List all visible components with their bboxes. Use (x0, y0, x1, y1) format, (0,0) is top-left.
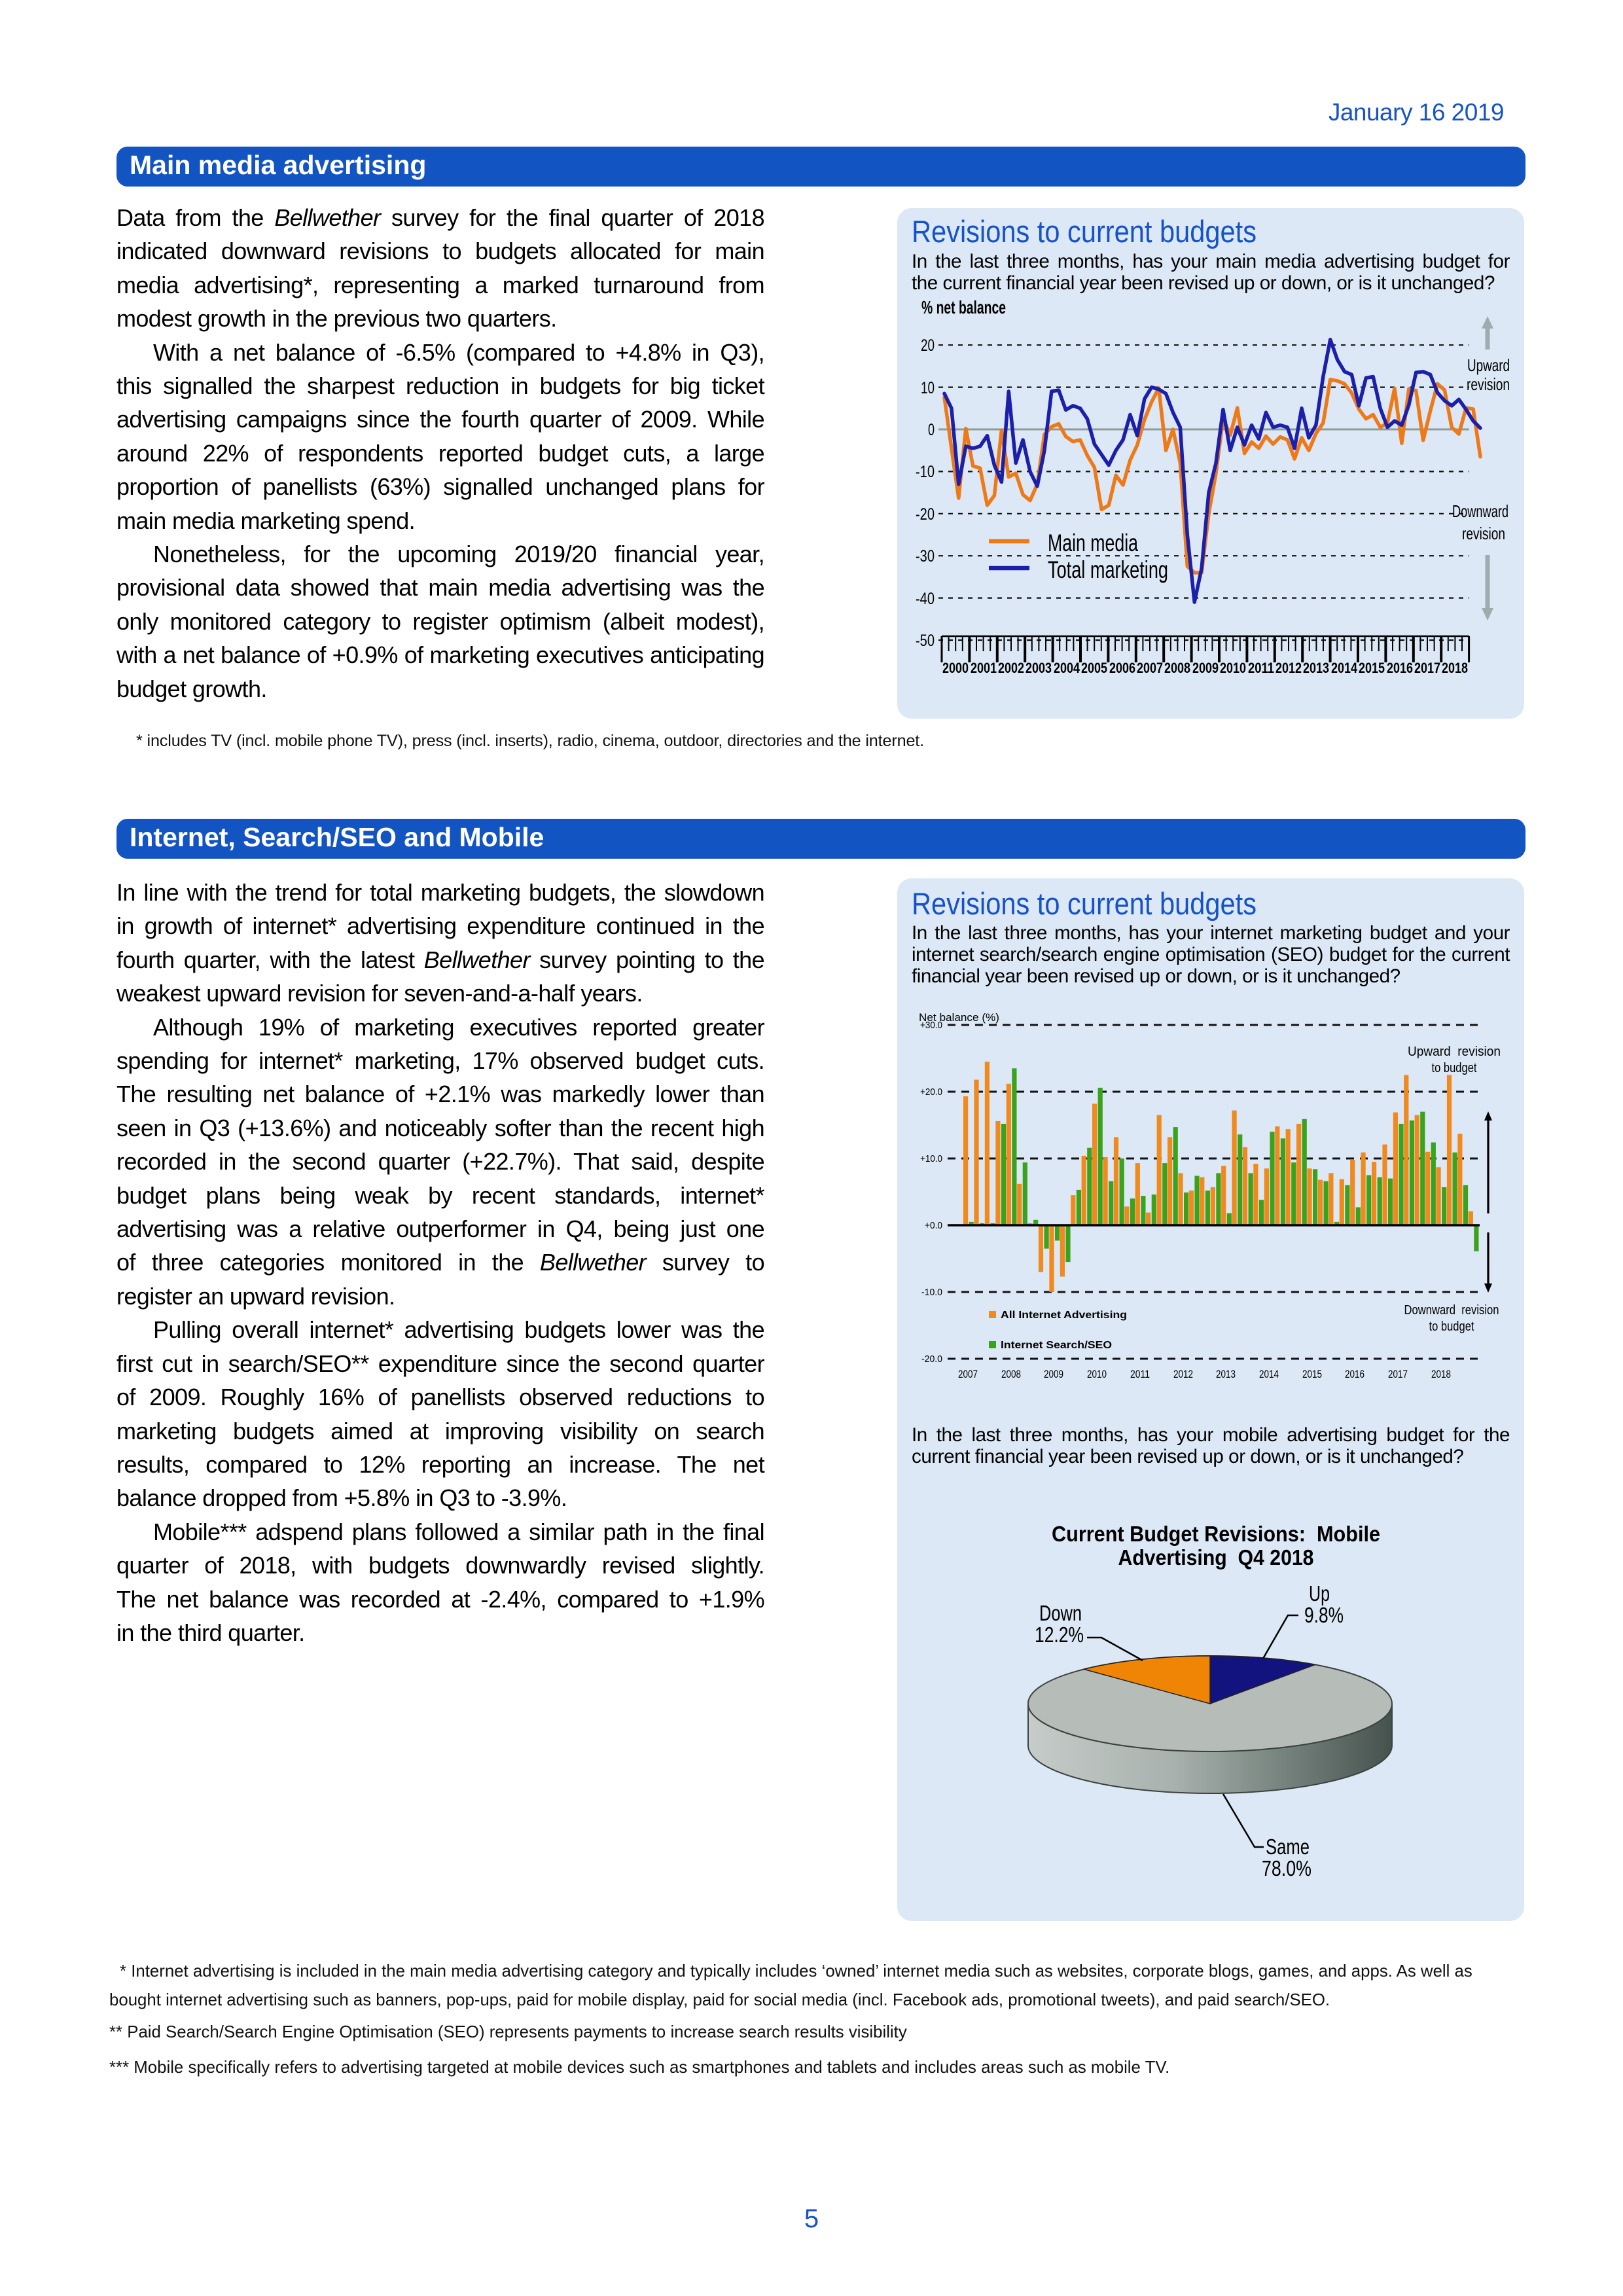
svg-text:2003: 2003 (1026, 660, 1052, 676)
svg-text:2006: 2006 (1109, 660, 1135, 676)
svg-text:10: 10 (921, 379, 935, 397)
svg-text:2008: 2008 (1164, 660, 1190, 676)
svg-text:2010: 2010 (1087, 1368, 1107, 1380)
svg-text:2017: 2017 (1414, 660, 1440, 676)
svg-text:Upward revision: Upward revision (1408, 1045, 1501, 1059)
svg-text:2008: 2008 (1001, 1368, 1021, 1380)
svg-text:2007: 2007 (1137, 660, 1163, 676)
svg-text:2015: 2015 (1302, 1368, 1322, 1380)
svg-text:2013: 2013 (1216, 1368, 1236, 1380)
svg-text:Net balance (%): Net balance (%) (919, 1011, 999, 1024)
svg-text:Up: Up (1309, 1581, 1330, 1605)
svg-text:2018: 2018 (1431, 1368, 1451, 1380)
svg-text:2009: 2009 (1192, 660, 1219, 676)
svg-text:Same: Same (1266, 1835, 1310, 1859)
svg-text:2004: 2004 (1054, 660, 1080, 676)
svg-text:Internet Search/SEO: Internet Search/SEO (1001, 1340, 1112, 1351)
svg-text:2014: 2014 (1259, 1368, 1279, 1380)
svg-text:Down: Down (1039, 1601, 1082, 1625)
svg-text:Advertising Q4 2018: Advertising Q4 2018 (1118, 1545, 1314, 1570)
svg-text:2013: 2013 (1303, 660, 1329, 676)
svg-text:2011: 2011 (1248, 660, 1274, 676)
svg-text:2001: 2001 (971, 660, 997, 676)
svg-text:2009: 2009 (1044, 1368, 1063, 1380)
svg-text:Current Budget Revisions: Mob: Current Budget Revisions: Mobile (1052, 1522, 1380, 1546)
svg-text:+10.0: +10.0 (920, 1153, 942, 1164)
svg-text:12.2%: 12.2% (1035, 1623, 1084, 1647)
svg-text:0: 0 (928, 421, 935, 439)
svg-text:-20: -20 (916, 505, 935, 524)
svg-text:to budget: to budget (1432, 1061, 1477, 1075)
svg-text:Downward: Downward (1452, 501, 1508, 521)
svg-text:revision: revision (1462, 524, 1505, 543)
svg-text:revision: revision (1467, 374, 1510, 394)
svg-text:2011: 2011 (1130, 1368, 1150, 1380)
svg-text:2002: 2002 (998, 660, 1024, 676)
svg-text:+0.0: +0.0 (925, 1220, 942, 1231)
svg-text:2014: 2014 (1331, 660, 1358, 676)
svg-text:2016: 2016 (1387, 660, 1413, 676)
svg-text:2005: 2005 (1081, 660, 1107, 676)
svg-text:2010: 2010 (1220, 660, 1246, 676)
svg-text:-20.0: -20.0 (921, 1354, 942, 1365)
svg-text:2017: 2017 (1388, 1368, 1408, 1380)
svg-text:-10: -10 (916, 463, 935, 481)
svg-text:78.0%: 78.0% (1262, 1856, 1311, 1880)
svg-text:Revisions to current budgets: Revisions to current budgets (912, 214, 1257, 249)
svg-text:2016: 2016 (1345, 1368, 1364, 1380)
svg-text:2000: 2000 (942, 660, 969, 676)
svg-text:Main media: Main media (1048, 529, 1138, 556)
svg-text:20: 20 (921, 336, 935, 355)
svg-text:to budget: to budget (1429, 1319, 1474, 1334)
svg-text:2007: 2007 (958, 1368, 978, 1380)
svg-text:Revisions to current budgets: Revisions to current budgets (912, 886, 1257, 921)
svg-text:-10.0: -10.0 (921, 1287, 942, 1298)
svg-text:9.8%: 9.8% (1304, 1603, 1344, 1627)
svg-text:Upward: Upward (1467, 355, 1510, 375)
svg-text:+20.0: +20.0 (920, 1086, 942, 1098)
svg-text:2012: 2012 (1275, 660, 1302, 676)
svg-text:% net balance: % net balance (921, 297, 1006, 317)
svg-text:+30.0: +30.0 (920, 1020, 942, 1031)
svg-text:2018: 2018 (1442, 660, 1468, 676)
svg-text:Total marketing: Total marketing (1048, 556, 1168, 583)
svg-text:2015: 2015 (1359, 660, 1385, 676)
svg-text:-30: -30 (916, 547, 935, 565)
svg-text:All Internet Advertising: All Internet Advertising (1001, 1310, 1127, 1321)
svg-text:Downward revision: Downward revision (1404, 1303, 1499, 1318)
svg-text:-40: -40 (916, 590, 935, 608)
svg-text:-50: -50 (916, 632, 935, 650)
svg-text:2012: 2012 (1173, 1368, 1193, 1380)
